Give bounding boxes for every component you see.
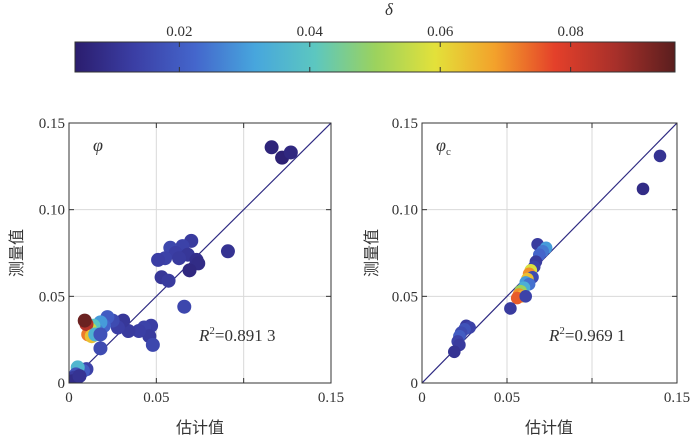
y-tick-label: 0.15 [39,116,65,132]
data-point [177,299,192,314]
y-tick-label: 0 [58,376,66,392]
colorbar-tick-label: 0.06 [427,24,454,40]
r-value: =0.969 1 [565,326,626,345]
colorbar: δ 0.02 0.04 0.06 0.08 [74,0,676,73]
colorbar-tick-label: 0.02 [166,24,192,40]
x-axis-label: 估计值 [176,418,224,437]
data-point [653,149,667,163]
data-point [72,369,87,383]
colorbar-tick-label: 0.04 [297,24,324,40]
x-tick-label: 0 [418,390,426,406]
scatter-panel-phi: 0 0.05 0.15 0 0.05 0.10 0.15 测量值 估计值 φ R2=0.89… [7,116,344,437]
r-superscript: 2 [209,325,215,337]
axes-frame [421,122,678,384]
y-tick-label: 0.05 [39,289,65,305]
data-point [172,251,187,266]
plot-area: 0 0.05 0.15 0 0.05 0.10 0.15 [39,116,344,406]
data-point [220,244,235,259]
colorbar-bar [74,41,676,73]
axes-frame [68,122,332,384]
data-point [93,341,108,356]
colorbar-tick-label: 0.08 [558,24,584,40]
panel-symbol-base: φ [436,135,446,155]
y-axis-label: 测量值 [362,229,381,277]
data-point [145,337,160,352]
r-squared-annotation: R2=0.891 3 [198,325,275,345]
r-value: =0.891 3 [215,326,276,345]
data-point [264,140,279,155]
r-squared-annotation: R2=0.969 1 [548,325,625,345]
scatter-panel-phi-c: 0 0.05 0.15 0 0.05 0.10 0.15 测量值 估计值 φc R2=0.9… [362,116,690,437]
data-point [519,290,532,303]
panel-symbol: φc [436,135,451,158]
data-points [448,149,667,359]
y-axis-label: 测量值 [7,229,26,277]
reference-line-y-equals-x [68,122,332,384]
data-point [131,324,146,338]
data-point [504,302,517,315]
panel-symbol-subscript: c [446,146,451,158]
x-axis-label: 估计值 [525,418,573,437]
x-tick-label: 0.15 [664,390,690,406]
r-superscript: 2 [559,325,565,337]
x-tick-label: 0.15 [318,390,344,406]
data-point [182,263,197,278]
r-symbol: R [548,326,560,345]
data-point [448,345,461,359]
y-tick-label: 0.10 [39,203,65,219]
data-point [93,327,108,342]
y-tick-label: 0.15 [392,116,418,132]
x-tick-label: 0.05 [494,390,520,406]
y-tick-label: 0 [411,376,419,392]
data-point [151,252,166,267]
data-point [77,313,92,328]
data-point [161,273,176,288]
y-tick-label: 0.05 [392,289,418,305]
colorbar-label: δ [385,0,394,19]
r-symbol: R [198,326,210,345]
panel-symbol: φ [93,135,103,155]
data-point [636,182,650,196]
data-points [69,140,298,383]
y-tick-label: 0.10 [392,203,418,219]
x-tick-label: 0 [65,390,73,406]
data-point [283,145,298,160]
x-tick-label: 0.05 [143,390,169,406]
plot-area: 0 0.05 0.15 0 0.05 0.10 0.15 [392,116,690,406]
